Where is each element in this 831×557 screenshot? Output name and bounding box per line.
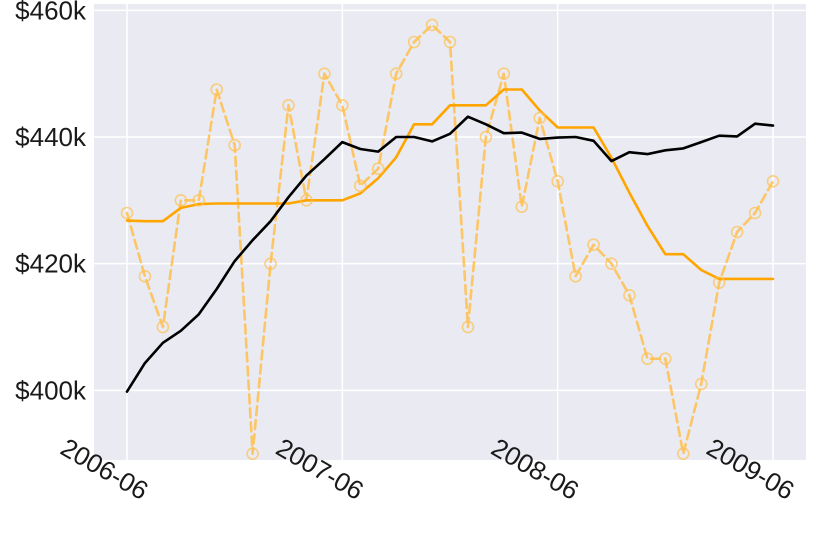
series-2-point-2	[156, 320, 170, 334]
series-2-point-4	[192, 194, 206, 207]
series-line-2	[125, 23, 775, 456]
series-2-point-29	[641, 352, 654, 365]
series-2-point-14	[371, 162, 385, 175]
series-2-point-27	[605, 257, 618, 270]
series-2-point-9	[282, 99, 295, 112]
series-2-point-8	[264, 257, 277, 270]
series-layer	[125, 23, 775, 456]
y-tick-label-3: $460k	[15, 0, 87, 25]
series-2-point-33	[712, 276, 726, 289]
series-2-point-17	[425, 18, 439, 32]
series-2-point-5	[210, 83, 224, 96]
y-tick-label-1: $420k	[15, 249, 87, 279]
series-2-point-25	[569, 270, 582, 283]
series-2-point-3	[174, 194, 188, 207]
series-line-0	[125, 115, 775, 393]
series-2-point-34	[730, 225, 744, 239]
plot-background	[94, 4, 806, 460]
series-2-point-11	[318, 67, 331, 80]
series-2-point-26	[587, 238, 600, 251]
series-2-point-32	[694, 377, 708, 391]
series-2-point-18	[443, 35, 457, 49]
series-2-point-10	[300, 194, 313, 207]
series-2-point-6	[228, 138, 241, 152]
series-2-point-35	[748, 206, 762, 220]
series-2-point-7	[246, 447, 259, 460]
series-2-point-23	[533, 111, 547, 125]
series-2-point-22	[515, 200, 529, 213]
grid-lines	[94, 4, 806, 460]
series-2-point-15	[389, 67, 403, 80]
y-tick-labels: $400k $420k $440k $460k	[15, 0, 87, 405]
series-2-point-12	[336, 99, 349, 112]
series-2-point-1	[138, 270, 152, 283]
series-2-point-24	[551, 175, 564, 188]
series-2-point-20	[479, 130, 493, 144]
marker-layer	[120, 18, 780, 460]
series-2-point-13	[353, 179, 367, 193]
series-2-point-28	[623, 289, 636, 302]
series-2-point-19	[461, 320, 475, 334]
series-2-point-0	[120, 206, 134, 220]
series-2-point-21	[497, 67, 511, 80]
series-2-point-16	[407, 35, 421, 49]
series-2-point-31	[676, 447, 690, 460]
y-tick-label-0: $400k	[15, 375, 87, 405]
series-2-point-30	[659, 352, 672, 365]
series-line-1	[125, 88, 775, 281]
series-2-point-36	[766, 175, 780, 188]
y-tick-label-2: $440k	[15, 122, 87, 152]
